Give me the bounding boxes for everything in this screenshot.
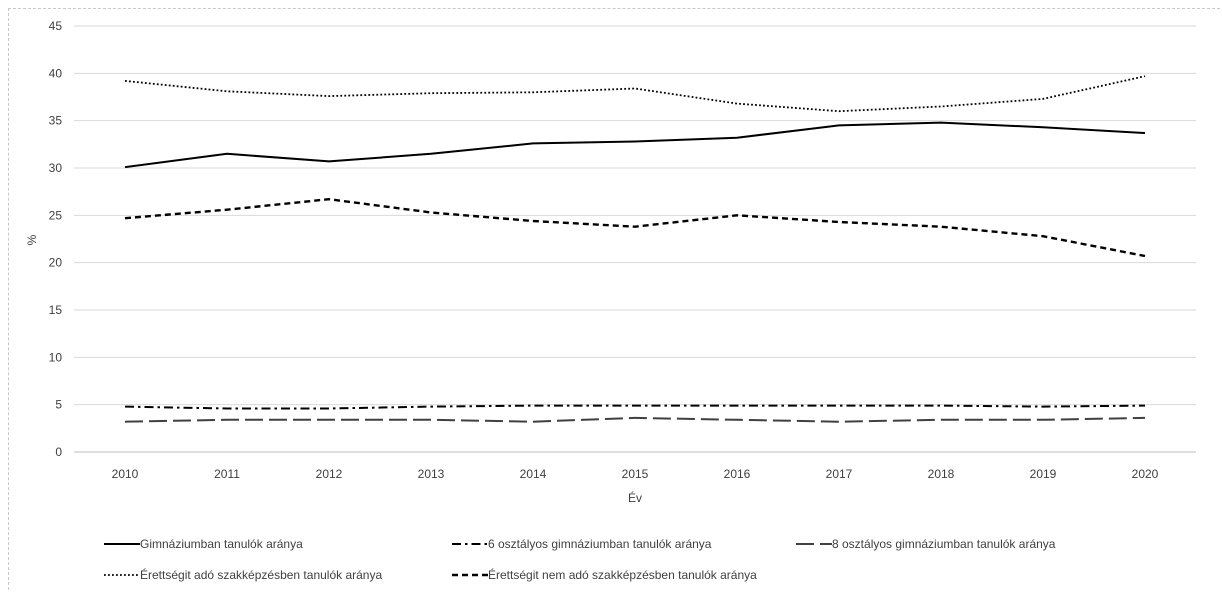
legend-label-3: 8 osztályos gimnáziumban tanulók aránya — [832, 537, 1056, 551]
y-tick-label: 0 — [55, 445, 62, 459]
y-tick-label: 5 — [55, 398, 62, 412]
x-tick-labels: 2010 2011 2012 2013 2014 2015 2016 2017 2018 2019… — [112, 467, 1159, 481]
y-tick-label: 10 — [49, 350, 63, 364]
series-line-1 — [124, 121, 1146, 169]
series-line-3 — [124, 416, 1146, 423]
y-tick-label: 45 — [49, 19, 63, 33]
x-tick-label: 2016 — [724, 467, 751, 481]
y-tick-label: 20 — [49, 256, 63, 270]
x-tick-label: 2011 — [214, 467, 240, 481]
y-tick-label: 35 — [49, 114, 63, 128]
x-tick-label: 2012 — [316, 467, 343, 481]
y-axis-title: % — [25, 234, 39, 245]
y-tick-labels: 0 5 10 15 20 25 30 35 40 45 — [49, 19, 63, 459]
x-tick-label: 2013 — [418, 467, 445, 481]
series-line-2 — [124, 404, 1146, 410]
y-tick-label: 30 — [49, 161, 63, 175]
legend-label-5: Érettségit nem adó szakképzésben tanulók… — [488, 567, 757, 582]
legend-label-2: 6 osztályos gimnáziumban tanulók aránya — [488, 537, 712, 551]
y-tick-label: 25 — [49, 208, 63, 222]
y-tick-label: 40 — [49, 66, 63, 80]
x-tick-label: 2017 — [826, 467, 853, 481]
x-tick-label: 2019 — [1030, 467, 1057, 481]
x-tick-label: 2018 — [928, 467, 955, 481]
gridlines — [74, 25, 1196, 453]
series-line-4 — [124, 75, 1146, 113]
legend-label-1: Gimnáziumban tanulók aránya — [140, 537, 303, 551]
y-tick-label: 15 — [49, 303, 63, 317]
x-tick-label: 2014 — [520, 467, 547, 481]
x-tick-label: 2010 — [112, 467, 139, 481]
series-line-5 — [124, 197, 1146, 258]
x-axis-title: Év — [628, 490, 642, 505]
chart-frame — [8, 8, 1220, 590]
x-tick-label: 2020 — [1132, 467, 1159, 481]
series-lines — [124, 75, 1146, 423]
legend-label-4: Érettségit adó szakképzésben tanulók ará… — [140, 567, 382, 582]
x-tick-label: 2015 — [622, 467, 649, 481]
legend: Gimnáziumban tanulók aránya 6 osztályos g… — [104, 537, 1056, 582]
